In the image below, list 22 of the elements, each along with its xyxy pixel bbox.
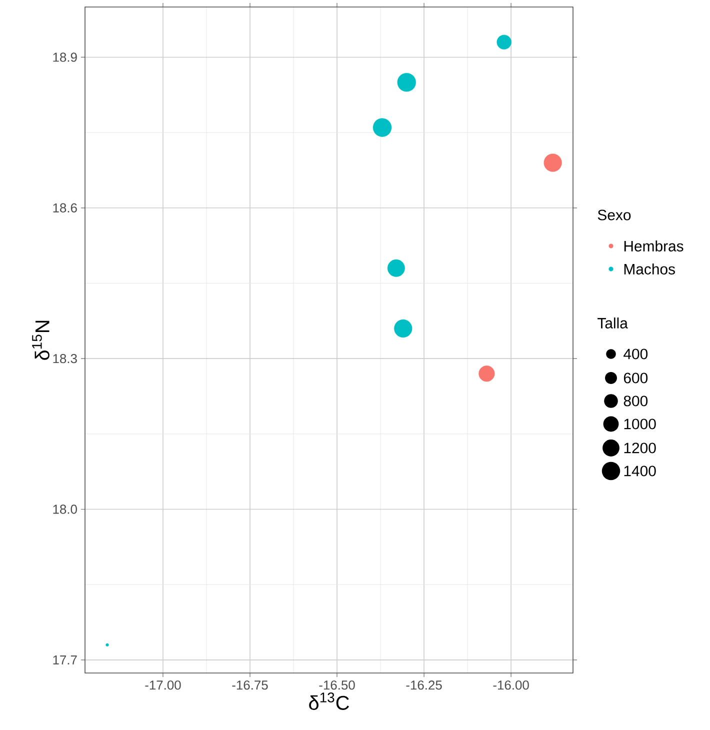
legend-label: 400 xyxy=(624,348,648,360)
y-tick-label: 18.3 xyxy=(53,354,77,364)
y-tick-label: 18.9 xyxy=(53,52,77,62)
y-tick-label: 17.7 xyxy=(53,655,77,664)
y-tick-label: 18.0 xyxy=(53,504,77,514)
x-tick-label: -16.00 xyxy=(493,680,529,690)
legend-label: 1200 xyxy=(624,442,656,454)
legend-label: Machos xyxy=(624,264,675,274)
legend-label: 600 xyxy=(624,372,648,384)
legend-label: 800 xyxy=(624,396,648,406)
legend-title: Sexo xyxy=(598,210,631,220)
x-tick-label: -16.25 xyxy=(406,680,442,690)
legend-label: Hembras xyxy=(624,240,684,252)
y-tick-label: 18.6 xyxy=(53,203,77,212)
x-tick-label: -16.75 xyxy=(232,680,268,690)
x-tick-label: -16.50 xyxy=(319,680,355,690)
x-tick-label: -17.00 xyxy=(145,680,181,690)
x-axis-title: δ$^{13}$C xyxy=(309,692,349,710)
text: Talla xyxy=(598,318,628,328)
legend-label: 1400 xyxy=(624,466,656,476)
legend-label: 1000 xyxy=(624,418,656,430)
y-axis-title: δ$^{15}$N xyxy=(32,320,50,360)
